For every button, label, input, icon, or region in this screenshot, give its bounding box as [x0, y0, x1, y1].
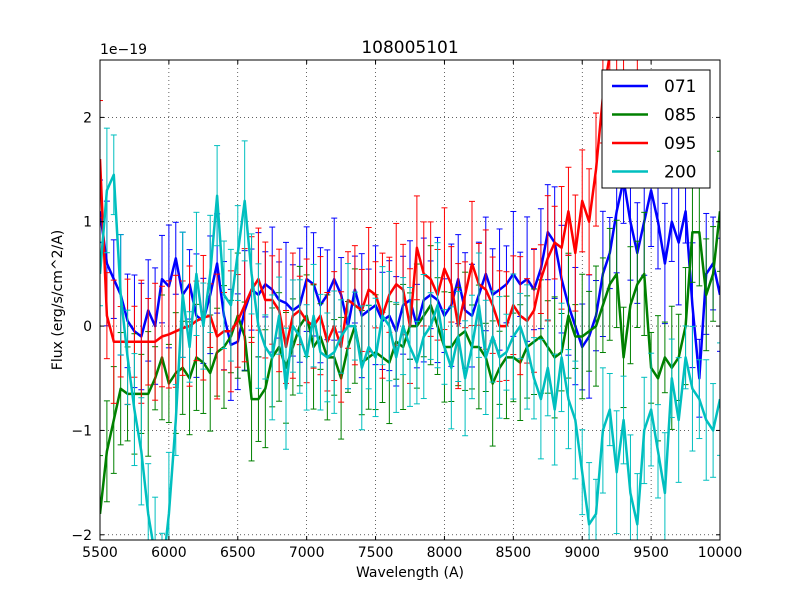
series-200	[100, 127, 720, 540]
series-layer	[100, 60, 720, 540]
x-tick-label: 6000	[151, 545, 187, 561]
y-tick-label: −2	[71, 528, 92, 544]
legend-label-085: 085	[664, 106, 696, 126]
legend-label-071: 071	[664, 77, 696, 97]
x-axis-label: Wavelength (A)	[356, 565, 464, 581]
y-tick-label: 2	[83, 110, 92, 126]
y-offset-label: 1e−19	[100, 42, 147, 58]
chart-title: 108005101	[361, 38, 458, 58]
axis-ticks: 5500 6000 6500 7000 7500 8000 8500 9000 9500 1000…	[71, 60, 742, 561]
y-axis-label: Flux (erg/s/cm^2/A)	[50, 230, 66, 370]
y-tick-label: 0	[83, 319, 92, 335]
x-tick-label: 9500	[633, 545, 669, 561]
x-tick-label: 10000	[698, 545, 743, 561]
legend-label-095: 095	[664, 134, 696, 154]
x-tick-label: 7500	[358, 545, 394, 561]
legend-label-200: 200	[664, 163, 696, 183]
legend: 071 085 095 200	[601, 69, 711, 189]
legend-frame	[601, 69, 711, 189]
y-tick-label: −1	[71, 423, 92, 439]
x-tick-label: 9000	[564, 545, 600, 561]
y-tick-label: 1	[83, 215, 92, 231]
x-tick-label: 7000	[289, 545, 325, 561]
plot-frame	[99, 59, 721, 541]
x-tick-label: 6500	[220, 545, 256, 561]
x-tick-label: 5500	[82, 545, 118, 561]
x-tick-label: 8500	[496, 545, 532, 561]
series-line-200	[100, 173, 720, 540]
x-tick-label: 8000	[427, 545, 463, 561]
